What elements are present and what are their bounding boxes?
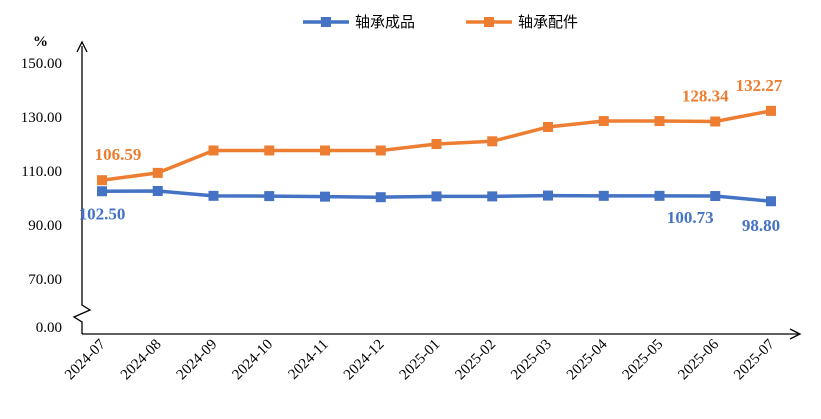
legend-item: 轴承配件 xyxy=(466,13,578,31)
data-point-marker xyxy=(264,191,275,202)
data-point-marker xyxy=(320,145,330,156)
data-point-marker xyxy=(598,190,609,201)
chart-axes xyxy=(72,40,802,340)
data-point-marker xyxy=(766,196,776,207)
x-tick-label: 2025-07 xyxy=(731,336,778,383)
data-point-marker xyxy=(654,190,665,201)
data-point-marker xyxy=(431,191,442,202)
series-0 xyxy=(97,185,776,207)
x-axis-arrow xyxy=(789,328,802,340)
x-tick-label: 2025-02 xyxy=(452,337,499,384)
data-point-marker xyxy=(320,191,330,202)
data-point-marker xyxy=(487,191,498,202)
data-point-marker xyxy=(543,190,553,201)
data-point-marker xyxy=(97,175,107,186)
data-point-marker xyxy=(152,185,163,196)
series-layer xyxy=(97,105,776,207)
data-label: 100.73 xyxy=(667,208,714,227)
y-axis-arrow xyxy=(76,40,88,53)
data-point-marker xyxy=(543,121,553,132)
data-point-marker xyxy=(598,116,609,127)
y-tick-label: 0.00 xyxy=(36,320,62,336)
x-tick-label: 2024-08 xyxy=(118,337,165,384)
data-point-marker xyxy=(431,139,442,149)
legend-swatch-marker xyxy=(321,17,331,27)
x-tick-label: 2024-10 xyxy=(229,337,276,384)
data-point-marker xyxy=(152,167,163,178)
chart-legend: 轴承成品 轴承配件 xyxy=(303,13,578,31)
data-label: 98.80 xyxy=(742,216,780,235)
y-axis-line xyxy=(72,46,92,334)
x-tick-label: 2025-04 xyxy=(564,336,611,383)
data-point-marker xyxy=(264,145,275,156)
data-point-marker xyxy=(654,116,665,127)
data-label: 132.27 xyxy=(736,76,783,95)
y-tick-label: 110.00 xyxy=(21,164,62,180)
data-label: 128.34 xyxy=(682,86,729,105)
x-tick-label: 2025-03 xyxy=(508,337,555,384)
data-point-marker xyxy=(375,145,386,156)
legend-item: 轴承成品 xyxy=(303,13,415,31)
x-tick-label: 2025-01 xyxy=(397,337,444,384)
y-tick-label: 130.00 xyxy=(21,110,62,126)
x-tick-label: 2024-07 xyxy=(62,336,109,383)
x-tick-label: 2024-09 xyxy=(174,337,221,384)
data-point-marker xyxy=(487,136,498,147)
y-tick-label: 150.00 xyxy=(21,56,62,72)
x-tick-label: 2024-11 xyxy=(286,337,332,383)
data-point-marker xyxy=(375,192,386,203)
data-point-marker xyxy=(710,191,721,202)
data-label: 106.59 xyxy=(95,145,142,164)
series-1 xyxy=(97,105,776,186)
x-tick-label: 2025-06 xyxy=(675,336,722,383)
data-point-marker xyxy=(208,190,219,201)
legend-label: 轴承成品 xyxy=(355,13,415,31)
y-tick-label: 70.00 xyxy=(28,272,62,288)
data-point-marker xyxy=(710,116,721,127)
y-tick-labels: 0.00 70.00 90.00 110.00 130.00 150.00 xyxy=(21,56,62,336)
y-tick-label: 90.00 xyxy=(28,218,62,234)
data-point-marker xyxy=(766,105,776,116)
legend-swatch-marker xyxy=(484,17,494,27)
data-labels: 102.50 100.73 98.80 106.59 128.34 132.27 xyxy=(79,76,783,235)
x-tick-labels: 2024-07 2024-08 2024-09 2024-10 2024-11 2024-… xyxy=(62,336,778,383)
data-point-marker xyxy=(97,186,107,197)
data-label: 102.50 xyxy=(79,204,126,223)
data-point-marker xyxy=(208,145,219,156)
x-tick-label: 2025-05 xyxy=(620,337,667,384)
legend-label: 轴承配件 xyxy=(518,13,578,31)
x-tick-label: 2024-12 xyxy=(341,337,388,384)
y-axis-unit-label: % xyxy=(33,34,48,50)
